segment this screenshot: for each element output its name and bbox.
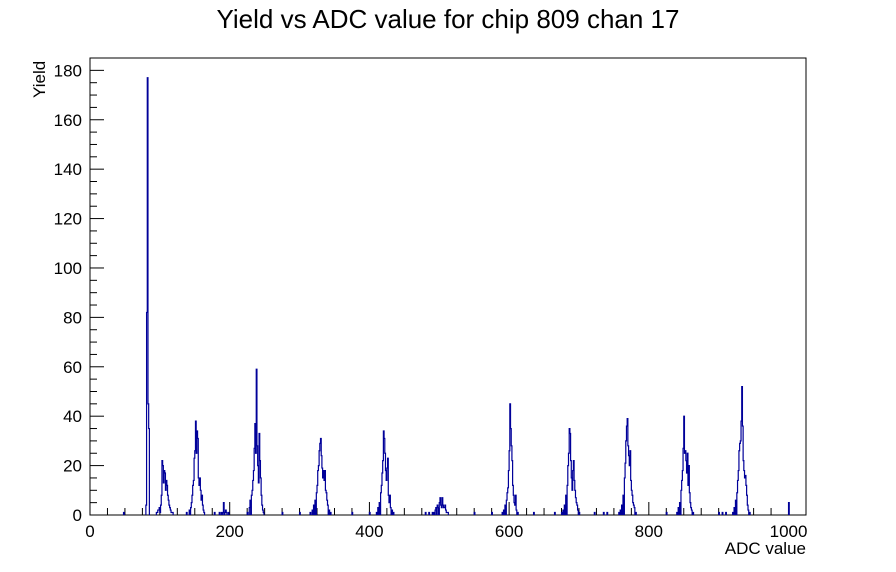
- y-tick-label: 160: [54, 111, 82, 130]
- histogram-series-line: [122, 77, 790, 515]
- chart-title: Yield vs ADC value for chip 809 chan 17: [217, 4, 680, 34]
- y-tick-label: 180: [54, 61, 82, 80]
- y-tick-label: 100: [54, 259, 82, 278]
- y-tick-label: 40: [63, 407, 82, 426]
- x-tick-label: 200: [216, 522, 244, 541]
- tick-labels: 0 200 400 600 800 1000 0 20 40 60 80 100 120 140 160 18…: [54, 61, 808, 541]
- x-tick-label: 400: [355, 522, 383, 541]
- x-axis-label: ADC value: [725, 539, 806, 558]
- x-tick-label: 600: [495, 522, 523, 541]
- y-tick-label: 140: [54, 160, 82, 179]
- x-tick-label: 1000: [770, 522, 808, 541]
- y-tick-label: 80: [63, 308, 82, 327]
- y-tick-label: 60: [63, 358, 82, 377]
- x-tick-label: 800: [635, 522, 663, 541]
- y-axis-label: Yield: [30, 61, 49, 98]
- y-tick-label: 120: [54, 210, 82, 229]
- y-tick-label: 20: [63, 457, 82, 476]
- y-tick-label: 0: [73, 506, 82, 525]
- x-tick-label: 0: [85, 522, 94, 541]
